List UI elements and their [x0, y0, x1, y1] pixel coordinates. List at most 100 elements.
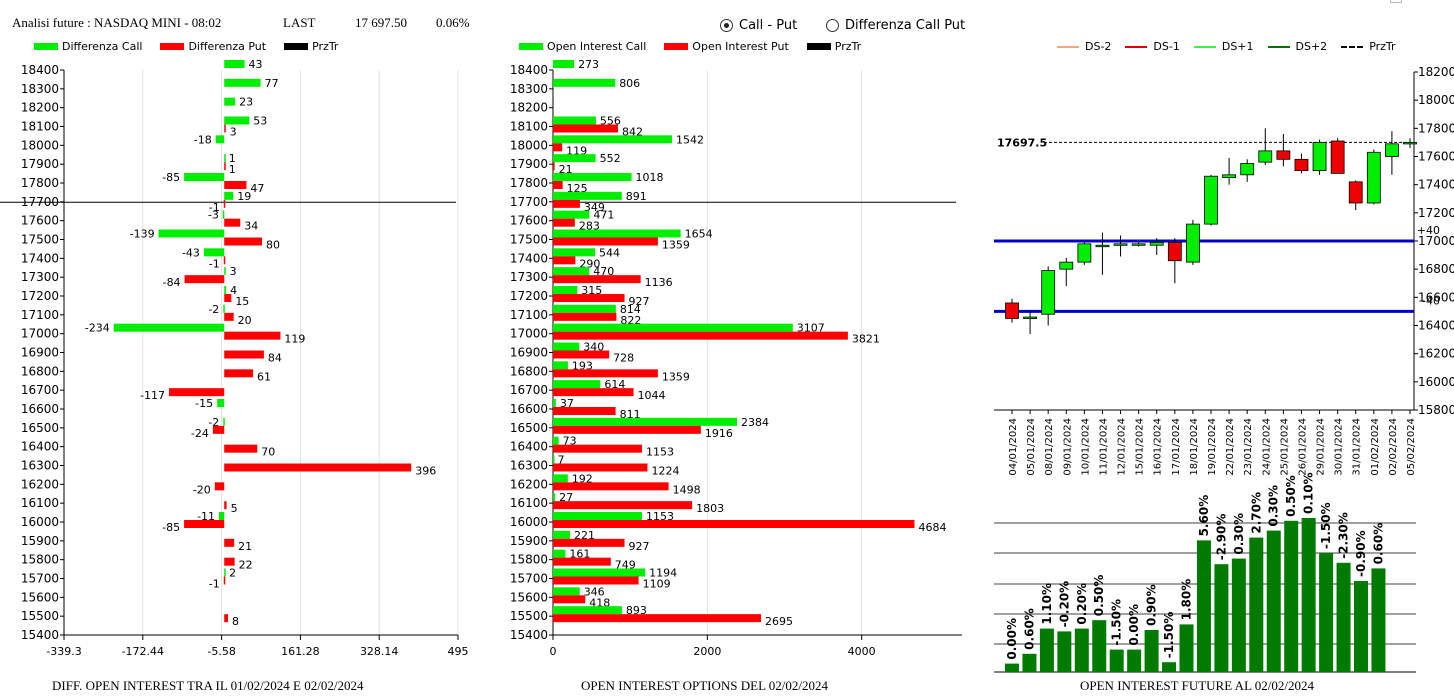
call-bar: [224, 97, 236, 106]
radio-differenza-call-put[interactable]: Differenza Call Put: [826, 18, 965, 33]
level-label: -40: [1422, 294, 1440, 307]
oi-bar-label: 0.10%: [1302, 472, 1316, 514]
y-tick-label: 17300: [510, 270, 548, 284]
put-bar-label: 1803: [696, 502, 724, 515]
x-tick-label: 495: [448, 645, 469, 658]
candle-body: [1131, 243, 1146, 246]
put-bar: [224, 538, 235, 547]
call-bar-label: -43: [182, 246, 200, 259]
x-tick-label: 4000: [848, 645, 876, 658]
y-tick-label: 16800: [21, 364, 59, 378]
legend-item: DS-2: [1057, 40, 1111, 53]
call-bar-label: -2: [208, 303, 219, 316]
y-tick-label: 17200: [510, 289, 548, 303]
oi-bar-label: 0.90%: [1145, 584, 1159, 626]
legend-line: [1125, 45, 1148, 48]
call-bar: [203, 248, 225, 257]
put-bar: [168, 388, 225, 397]
x-tick-label: -172.44: [122, 645, 164, 658]
y-tick-label: 16700: [510, 383, 548, 397]
y-tick-label: 17000: [1418, 234, 1454, 248]
y-tick-label: 17300: [21, 270, 59, 284]
put-bar: [224, 331, 281, 340]
x-tick-label: 19/01/2024: [1207, 418, 1218, 476]
call-bar: [223, 304, 225, 313]
put-bar-label: 349: [584, 201, 605, 214]
legend-swatch: [519, 43, 543, 50]
y-tick-label: 17900: [21, 157, 59, 171]
candle-body: [1403, 142, 1417, 145]
oi-bar-label: 0.30%: [1267, 485, 1281, 527]
put-bar: [553, 425, 701, 434]
y-tick-label: 17700: [510, 195, 548, 209]
legend-item: Open Interest Call: [519, 40, 646, 53]
put-bar: [553, 369, 658, 378]
legend-swatch: [160, 43, 185, 50]
x-tick-label: 08/01/2024: [1044, 418, 1055, 476]
call-bar-label: 814: [620, 303, 641, 316]
y-tick-label: 17800: [21, 176, 59, 190]
oi-bar: [1022, 653, 1037, 672]
legend-swatch: [34, 43, 58, 50]
put-bar: [224, 444, 258, 453]
put-bar-label: 1359: [662, 239, 690, 252]
x-tick-label: 23/01/2024: [1243, 418, 1254, 476]
y-tick-label: 17600: [21, 214, 59, 228]
put-bar-label: -1: [209, 201, 220, 214]
radio-call-put[interactable]: Call - Put: [720, 18, 797, 33]
call-bar: [553, 229, 681, 238]
x-tick-label: 05/02/2024: [1406, 418, 1417, 476]
put-bar: [224, 312, 234, 321]
oi-bar: [1127, 649, 1142, 672]
oi-bar: [1109, 649, 1124, 672]
y-tick-label: 18000: [510, 138, 548, 152]
call-bar: [553, 417, 737, 426]
call-bar-label: 1542: [676, 133, 704, 146]
put-bar: [224, 350, 264, 359]
put-bar: [553, 256, 576, 265]
y-tick-label: 16600: [21, 402, 59, 416]
oi-bar-label: -1.50%: [1110, 599, 1124, 646]
caption-oi: OPEN INTEREST OPTIONS DEL 02/02/2024: [581, 678, 828, 693]
candle-body: [1312, 142, 1327, 171]
call-bar-label: 77: [265, 77, 279, 90]
legend-label: DS-1: [1153, 40, 1180, 53]
radio-call-put-label: Call - Put: [739, 18, 798, 33]
put-bar-label: 47: [250, 182, 264, 195]
y-tick-label: 16500: [510, 421, 548, 435]
put-bar-label: 728: [613, 352, 634, 365]
put-bar-label: 927: [629, 540, 650, 553]
call-bar-label: 43: [249, 58, 263, 71]
x-tick-label: 22/01/2024: [1225, 418, 1236, 476]
call-bar: [224, 191, 234, 200]
oi-bar-label: 0.60%: [1022, 608, 1036, 650]
put-bar-label: 927: [629, 295, 650, 308]
x-tick-label: 09/01/2024: [1062, 418, 1073, 476]
put-bar: [224, 218, 241, 227]
call-bar: [553, 154, 596, 163]
put-bar-label: -85: [162, 521, 180, 534]
y-tick-label: 18000: [21, 138, 59, 152]
oi-bar: [1231, 558, 1246, 672]
y-tick-label: 18100: [21, 120, 59, 134]
put-bar: [553, 312, 617, 321]
call-bar-label: 1018: [636, 171, 664, 184]
call-bar-label: 1654: [685, 228, 713, 241]
put-bar: [223, 199, 226, 208]
oi-bar-label: 0.30%: [1232, 513, 1246, 555]
put-bar-label: 749: [615, 559, 636, 572]
call-bar: [553, 135, 672, 144]
call-bar: [553, 399, 556, 407]
put-bar-label: 1916: [705, 427, 733, 440]
window-minimize-icon[interactable]: [1390, 0, 1402, 3]
y-tick-label: 16600: [1418, 290, 1454, 304]
put-bar-label: 842: [622, 126, 643, 139]
call-bar-label: 2: [229, 567, 236, 580]
put-bar: [212, 425, 225, 434]
put-bar: [553, 331, 848, 340]
y-tick-label: 16300: [21, 459, 59, 473]
put-bar-label: 1109: [643, 578, 671, 591]
legend-item: Differenza Put: [160, 40, 266, 53]
put-bar: [553, 407, 616, 415]
put-bar-label: 290: [579, 257, 600, 270]
